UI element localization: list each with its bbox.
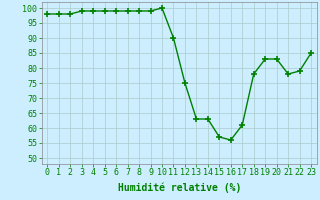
X-axis label: Humidité relative (%): Humidité relative (%) — [117, 183, 241, 193]
